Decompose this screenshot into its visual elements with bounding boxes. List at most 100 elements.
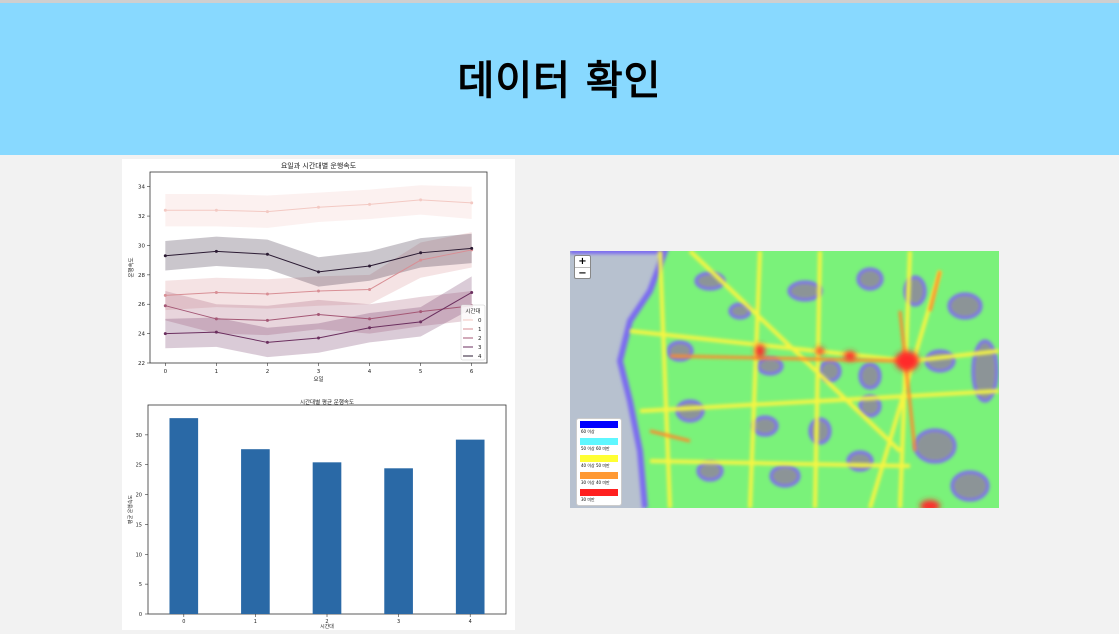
legend-item: 30 이상 40 미만: [577, 470, 621, 487]
y-tick-label: 30: [136, 433, 142, 439]
data-point: [214, 249, 218, 253]
x-tick-label: 6: [470, 369, 474, 375]
chart-title: 시간대별 평균 운행속도: [300, 399, 354, 406]
x-tick-label: 3: [317, 369, 321, 375]
x-tick-label: 0: [164, 369, 168, 375]
data-point: [470, 246, 474, 250]
data-point: [265, 210, 269, 214]
data-point: [470, 201, 474, 205]
data-point: [163, 208, 167, 212]
page-title: 데이터 확인: [457, 58, 662, 104]
legend-swatch-yellow: [580, 455, 618, 462]
data-point: [265, 292, 269, 296]
legend-swatch-orange: [580, 472, 618, 479]
map-zoom-control: + −: [574, 255, 591, 279]
legend-label: 60 이상: [581, 429, 595, 434]
y-tick-label: 34: [138, 185, 145, 191]
x-tick-label: 0: [182, 619, 185, 625]
data-point: [368, 317, 372, 321]
data-point: [163, 332, 167, 336]
legend-item: 40 이상 50 미만: [577, 453, 621, 470]
data-point: [419, 198, 423, 202]
data-point: [214, 208, 218, 212]
legend-item: 50 이상 60 미만: [577, 436, 621, 453]
confidence-band: [165, 233, 472, 287]
y-tick-label: 20: [136, 493, 142, 499]
data-point: [214, 290, 218, 294]
legend-label: 4: [478, 354, 482, 360]
legend-swatch-cyan: [580, 438, 618, 445]
bar: [384, 468, 413, 614]
x-tick-label: 2: [325, 619, 328, 625]
legend-label: 1: [478, 327, 482, 333]
y-axis-label: 평균 운행속도: [127, 495, 134, 525]
slow-roads: [649, 270, 942, 452]
legend-label: 3: [478, 345, 482, 351]
legend-label: 50 이상 60 미만: [581, 446, 610, 451]
data-point: [419, 258, 423, 262]
zoom-in-button[interactable]: +: [575, 256, 590, 268]
x-tick-label: 5: [419, 369, 423, 375]
x-tick-label: 1: [254, 619, 257, 625]
y-tick-label: 5: [139, 582, 142, 588]
data-point: [317, 205, 320, 209]
data-point: [265, 252, 269, 256]
data-point: [368, 264, 372, 268]
legend-box: [460, 304, 486, 361]
data-point: [214, 330, 218, 334]
top-border: [0, 0, 1119, 3]
legend-title: 시간대: [465, 307, 480, 315]
y-tick-label: 22: [138, 361, 145, 367]
x-axis-label: 시간대: [320, 623, 334, 630]
bar-chart-panel: 시간대별 평균 운행속도 0 5 10 15 20 25 30 0 1 2 3 4 시간대 평균 운행속도: [122, 398, 515, 630]
data-point: [470, 290, 474, 294]
legend-swatch-blue: [580, 421, 618, 428]
y-tick-label: 26: [138, 302, 145, 308]
y-tick-label: 28: [138, 273, 145, 279]
legend-item: 60 이상: [577, 419, 621, 436]
data-point: [265, 340, 269, 344]
y-tick-label: 15: [136, 522, 142, 528]
map-legend: 60 이상 50 이상 60 미만 40 이상 50 미만 30 이상 40 미…: [576, 418, 622, 506]
slide-header: [0, 3, 1119, 155]
data-point: [317, 289, 320, 293]
line-chart-panel: 요일과 시간대별 운행속도 22 24 26 28 30 32 34 0 1 2 3 4 5 6 요일 운행속도…: [122, 159, 515, 399]
data-point: [317, 270, 320, 274]
data-point: [163, 304, 167, 308]
confidence-band: [165, 232, 472, 311]
bar: [241, 449, 270, 614]
y-tick-label: 30: [138, 243, 145, 249]
data-point: [317, 313, 320, 317]
zoom-out-button[interactable]: −: [578, 268, 587, 279]
legend-label: 30 이상 40 미만: [581, 480, 610, 485]
y-tick-label: 24: [138, 332, 145, 338]
x-tick-label: 3: [397, 619, 400, 625]
bar: [455, 439, 485, 614]
road-network: [629, 251, 999, 508]
x-tick-label: 1: [215, 369, 219, 375]
x-tick-label: 4: [469, 619, 472, 625]
legend-label: 40 이상 50 미만: [581, 463, 610, 468]
legend-label: 0: [478, 318, 482, 324]
y-axis-label: 운행속도: [127, 257, 135, 277]
heatmap-map[interactable]: [570, 251, 999, 508]
data-point: [368, 288, 372, 292]
heatmap-overlay: [570, 251, 999, 508]
legend-label: 2: [478, 336, 482, 342]
coast-edge: [570, 251, 669, 508]
data-point: [265, 318, 269, 322]
data-point: [163, 254, 167, 258]
y-tick-label: 25: [136, 463, 142, 469]
data-point: [317, 336, 320, 340]
data-point: [368, 326, 372, 330]
y-tick-label: 32: [138, 214, 145, 220]
bar: [169, 418, 199, 614]
x-tick-label: 4: [368, 369, 372, 375]
x-axis-label: 요일: [313, 375, 323, 383]
data-point: [419, 251, 423, 255]
data-point: [368, 202, 372, 206]
legend-item: 30 미만: [577, 487, 621, 504]
data-point: [214, 317, 218, 321]
data-point: [419, 310, 423, 314]
